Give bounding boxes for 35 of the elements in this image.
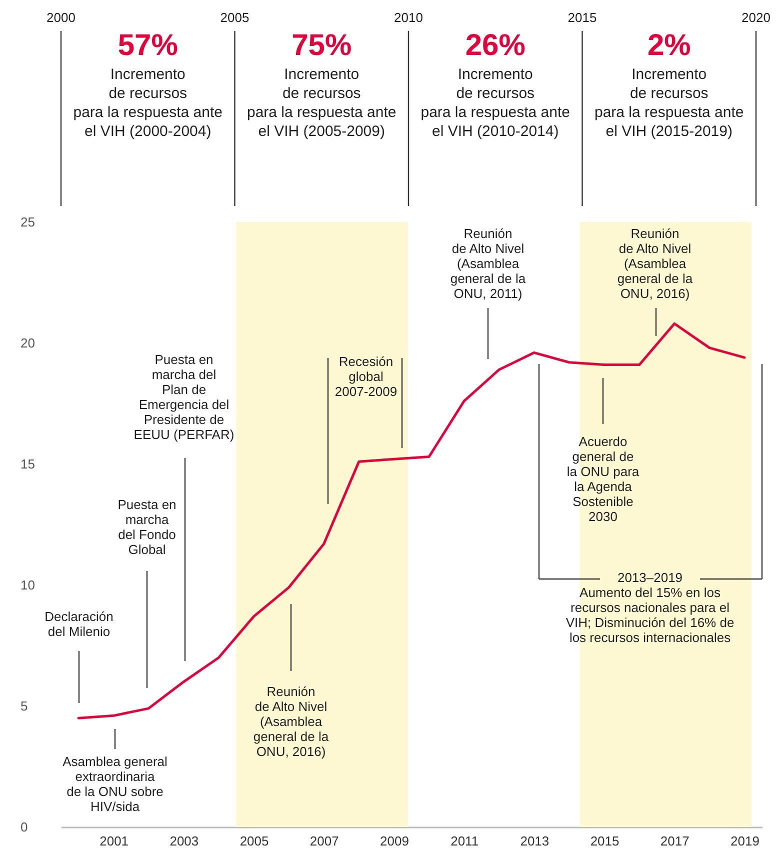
x-tick-label: 2009	[380, 834, 409, 848]
annotation: Puesta en marcha del Plan de Emergencia del Presidente de EEUU (PERFAR)	[134, 352, 234, 442]
x-tick-label: 2007	[310, 834, 339, 848]
text: 75% Incremento de recursos para la respuesta ante el VIH (2005-2009)	[246, 29, 396, 140]
annotation: Recesión global 2007-2009	[334, 354, 398, 399]
annotation: Asamblea general extraordinaria de la ONU sobre HIV/sida	[62, 754, 168, 814]
x-tick-label: 2015	[590, 834, 620, 848]
y-tick-label: 20	[20, 336, 35, 350]
y-tick-label: 5	[20, 698, 28, 714]
x-tick-label: 2005	[240, 834, 269, 848]
text: 2005	[220, 10, 250, 25]
y-tick-label: 25	[20, 214, 35, 230]
text: 57% Incremento de recursos para la respuesta ante el VIH (2000-2004)	[73, 29, 223, 140]
x-tick-label: 2003	[170, 834, 199, 848]
y-tick-label: 0	[20, 820, 28, 834]
annotation: Reunión de Alto Nivel (Asamblea general de la ONU, 2016)	[253, 684, 330, 759]
text: 2020	[742, 10, 770, 25]
text: 2015	[568, 10, 597, 25]
y-tick-label: 15	[20, 456, 35, 472]
x-tick-label: 2019	[730, 834, 760, 848]
x-tick-label: 2001	[100, 834, 129, 848]
annotation: Acuerdo general de la ONU para la Agenda Sostenible 2030	[566, 434, 640, 524]
x-tick-label: 2017	[660, 834, 690, 848]
text: 2% Incremento de recursos para la respuesta ante el VIH (2015-2019)	[594, 29, 744, 140]
annotation: Puesta en marcha del Fondo Global	[118, 497, 176, 557]
text: 26% Incremento de recursos para la respuesta ante el VIH (2010-2014)	[420, 29, 570, 140]
x-tick-label: 2013	[520, 834, 550, 848]
annotation: Reunión de Alto Nivel (Asamblea general de la ONU, 2016)	[617, 226, 694, 301]
text: 2010	[394, 10, 423, 25]
annotation: 2013–2019 Aumento del 15% en los recursos nacionales para el VIH; Disminución del 16% de los recursos internacionales	[566, 570, 734, 645]
y-tick-label: 10	[20, 578, 35, 592]
x-tick-label: 2011	[450, 834, 479, 848]
annotation: Declaración del Milenio	[44, 609, 114, 639]
annotation: Reunión de Alto Nivel (Asamblea general de la ONU, 2011)	[450, 226, 526, 301]
text: 2000	[46, 10, 76, 25]
